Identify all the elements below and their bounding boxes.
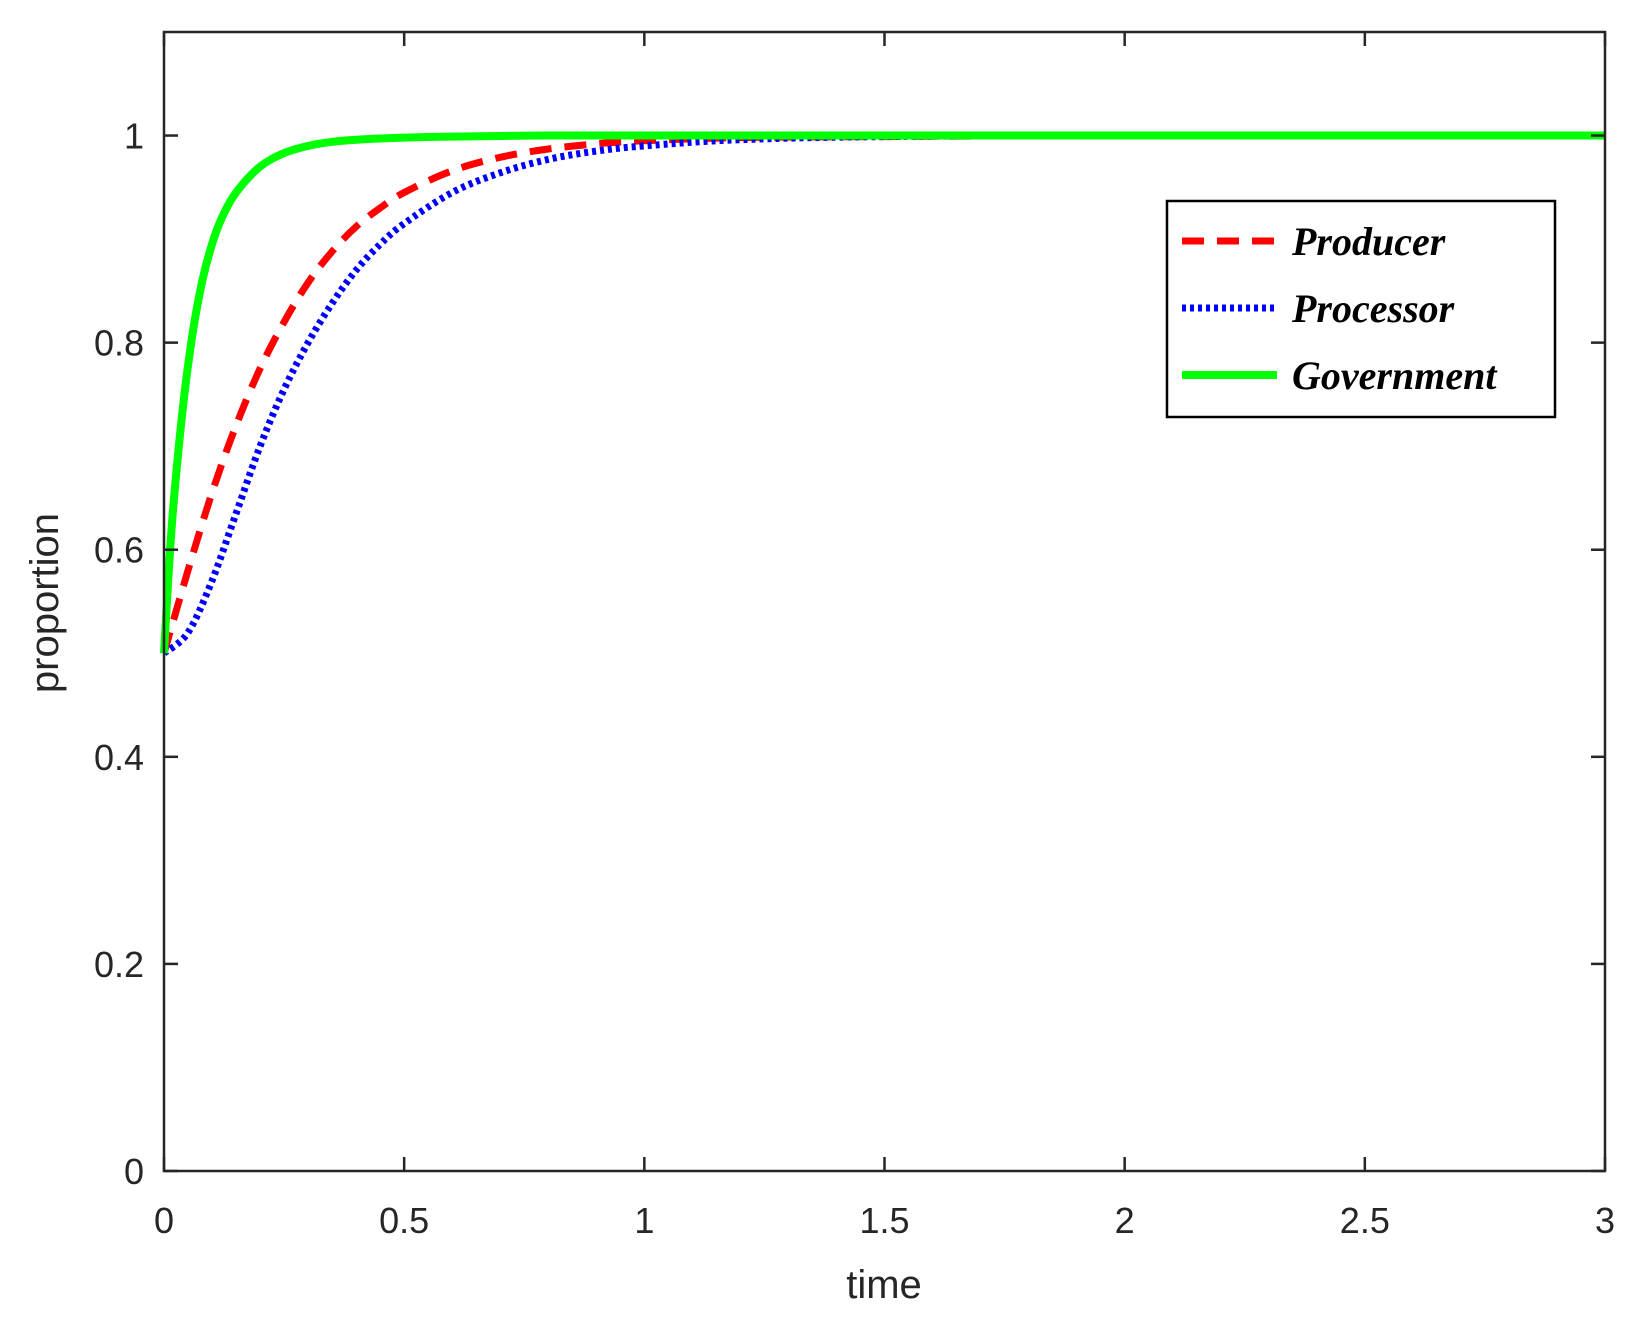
x-axis: 0 0.5 1 1.5 2 2.5 3 [154, 32, 1615, 1241]
y-tick-label: 0 [124, 1151, 144, 1192]
x-tick-label: 1.5 [859, 1200, 909, 1241]
y-tick-label: 0.2 [94, 944, 144, 985]
legend: Producer Processor Government [1165, 199, 1557, 419]
y-axis: 0 0.2 0.4 0.6 0.8 1 [94, 116, 1605, 1192]
x-axis-title: time [846, 1263, 922, 1307]
x-tick-label: 3 [1595, 1200, 1615, 1241]
x-tick-label: 2.5 [1340, 1200, 1390, 1241]
legend-label-government: Government [1292, 353, 1498, 398]
y-tick-label: 0.6 [94, 530, 144, 571]
y-tick-label: 0.4 [94, 737, 144, 778]
x-tick-label: 2 [1115, 1200, 1135, 1241]
legend-label-producer: Producer [1291, 219, 1446, 264]
x-tick-label: 0.5 [379, 1200, 429, 1241]
y-tick-label: 0.8 [94, 323, 144, 364]
series-line-government [160, 131, 1605, 654]
x-tick-label: 0 [154, 1200, 174, 1241]
series-line-producer [160, 131, 1605, 655]
legend-label-processor: Processor [1291, 286, 1455, 331]
x-tick-label: 1 [634, 1200, 654, 1241]
y-tick-label: 1 [124, 116, 144, 157]
y-axis-title: proportion [23, 513, 67, 693]
series-layer [160, 131, 1605, 657]
